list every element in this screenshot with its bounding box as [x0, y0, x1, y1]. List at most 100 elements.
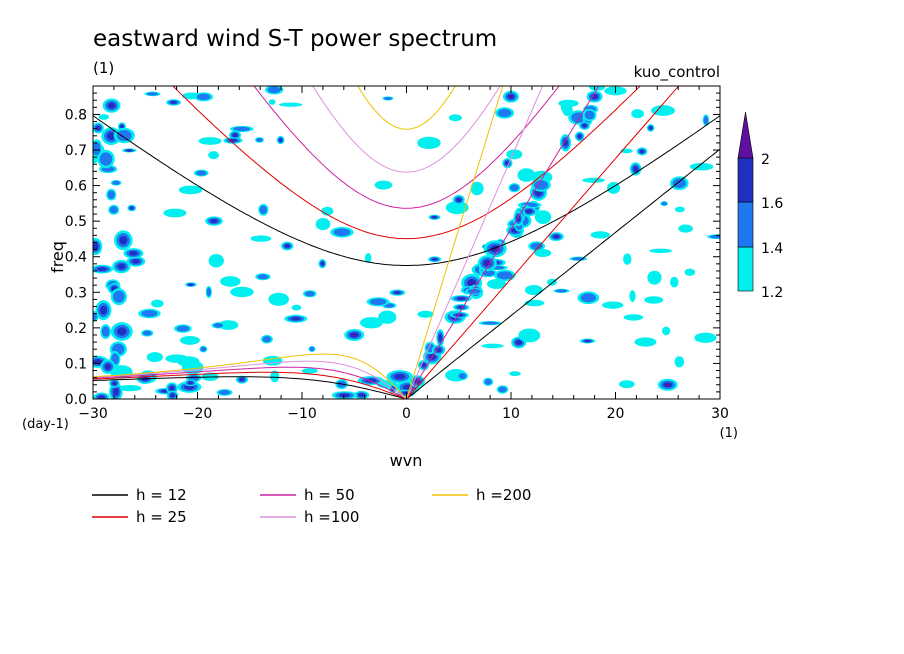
- contour-patch: [533, 180, 549, 190]
- y-tick-label: 0.2: [65, 321, 87, 337]
- contour-patch: [259, 205, 268, 215]
- contour-patch: [509, 371, 521, 377]
- contour-patch: [257, 274, 269, 280]
- y-tick-label: 0.1: [65, 356, 87, 372]
- contour-patch: [484, 378, 492, 385]
- colorbar-swatch: [737, 157, 754, 203]
- y-tick-label: 0.3: [65, 285, 87, 301]
- contour-patch: [417, 136, 441, 150]
- contour-patch: [497, 108, 512, 118]
- contour-patch: [95, 125, 101, 131]
- contour-patch: [106, 132, 116, 141]
- rossby-curve: [93, 353, 407, 399]
- y-tick-label: 0.8: [65, 107, 87, 123]
- contour-patch: [112, 180, 120, 185]
- contour-patch: [107, 190, 115, 199]
- contour-patch: [107, 102, 116, 109]
- contour-patch: [270, 370, 280, 383]
- contour-patch: [262, 336, 272, 343]
- contour-patch: [338, 393, 351, 398]
- rossby-curve: [93, 371, 407, 399]
- contour-patch: [481, 321, 499, 325]
- contour-patch: [633, 165, 639, 172]
- contour-patch: [456, 197, 462, 203]
- contour-patch: [516, 215, 521, 222]
- contour-patch: [670, 276, 679, 288]
- contour-patch: [672, 178, 686, 189]
- contour-patch: [364, 252, 372, 264]
- contour-patch: [224, 279, 238, 285]
- contour-patch: [383, 97, 393, 100]
- contour-patch: [352, 333, 356, 337]
- contour-patch: [530, 242, 543, 250]
- y-tick-label: 0.6: [65, 179, 87, 195]
- legend-label: h =200: [476, 486, 531, 504]
- contour-patch: [208, 151, 220, 160]
- contour-patch: [93, 242, 99, 251]
- contour-patch: [703, 115, 709, 125]
- contour-patch: [97, 267, 107, 272]
- axes: −30 −20 −10 0 10 20 30 0.0 0.1 0.2 0.3 0.4 0.5 0.6 0.7…: [65, 86, 729, 422]
- x-tick-label: 10: [502, 406, 520, 422]
- contour-patch: [321, 206, 334, 216]
- contour-patch: [129, 206, 134, 210]
- inertio-gravity-curve: [172, 86, 641, 240]
- contour-patch: [301, 368, 318, 374]
- contour-patch: [256, 137, 263, 142]
- contour-patch: [188, 283, 194, 286]
- contour-patch: [239, 377, 245, 382]
- rossby-curve: [93, 360, 407, 399]
- contour-patch: [151, 299, 164, 308]
- contour-patch: [278, 102, 303, 107]
- contour-patch: [101, 326, 110, 338]
- contour-patch: [623, 253, 632, 265]
- contour-patch: [482, 270, 495, 277]
- contour-patch: [510, 184, 519, 192]
- contour-patch: [290, 316, 301, 321]
- y-axis-label: freq: [48, 241, 67, 273]
- contour-patch: [178, 185, 203, 195]
- contour-patch: [93, 141, 101, 156]
- legend-label: h = 12: [136, 486, 187, 504]
- contour-patch: [649, 248, 672, 254]
- contour-patch: [552, 234, 560, 239]
- contour-patch: [129, 251, 138, 256]
- contour-patch: [584, 339, 591, 343]
- contour-patch: [118, 385, 142, 392]
- rossby-curve: [93, 366, 407, 399]
- chart-title: eastward wind S-T power spectrum: [93, 26, 497, 52]
- contour-patch: [571, 112, 587, 123]
- y-tick-label: 0.4: [65, 250, 87, 266]
- contour-patch: [678, 224, 694, 233]
- plot-area: [93, 86, 720, 399]
- contour-patch: [546, 278, 557, 286]
- contour-patch: [141, 310, 158, 317]
- contour-patch: [661, 326, 671, 336]
- contour-patch: [230, 286, 254, 298]
- contour-patch: [602, 301, 624, 309]
- contour-patch: [623, 314, 644, 321]
- x-tick-label: 30: [711, 406, 729, 422]
- contour-patch: [509, 95, 513, 98]
- contour-patch: [661, 201, 667, 206]
- inertio-gravity-curve: [253, 86, 560, 209]
- contour-patch: [590, 231, 610, 239]
- contour-patch: [525, 209, 533, 214]
- x-tick-label: −30: [78, 406, 108, 422]
- dispersion-curves: [93, 86, 720, 399]
- contour-patch: [284, 244, 290, 248]
- kelvin-curve: [406, 86, 600, 399]
- contour-patch: [99, 305, 107, 315]
- contour-patch: [666, 383, 670, 386]
- contour-patch: [278, 138, 283, 142]
- y-axis-unit: (day-1): [22, 417, 69, 432]
- contour-patch: [619, 380, 635, 389]
- rossby-curve: [93, 376, 407, 399]
- contour-patch: [582, 123, 587, 128]
- contour-patch: [117, 327, 127, 336]
- contour-patch: [233, 126, 251, 132]
- contour-patch: [563, 139, 568, 147]
- x-tick-label: −20: [183, 406, 213, 422]
- contour-patch: [506, 149, 523, 160]
- colorbar: 1.2 1.4 1.6 2: [737, 111, 783, 301]
